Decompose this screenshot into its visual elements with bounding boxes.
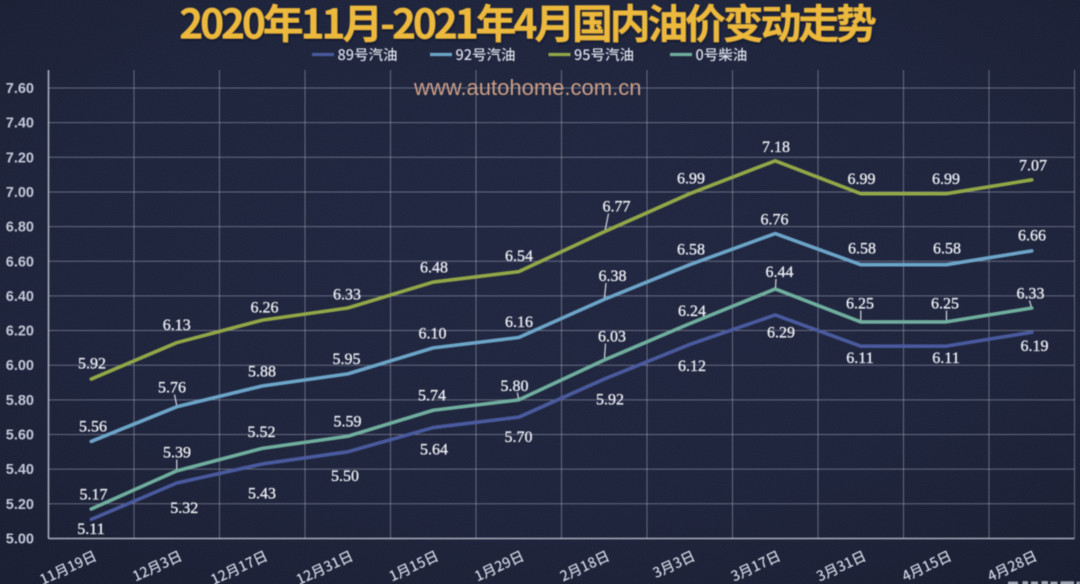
svg-text:6.38: 6.38 (599, 268, 627, 285)
svg-text:5.70: 5.70 (505, 429, 533, 446)
svg-text:6.16: 6.16 (505, 314, 533, 331)
svg-text:6.54: 6.54 (505, 248, 533, 265)
svg-text:5.92: 5.92 (78, 356, 106, 373)
svg-text:6.40: 6.40 (6, 289, 34, 305)
svg-text:6.33: 6.33 (1017, 286, 1045, 303)
svg-text:6.11: 6.11 (846, 350, 873, 367)
svg-text:6.12: 6.12 (678, 358, 706, 375)
svg-text:6.33: 6.33 (333, 287, 361, 304)
svg-text:5.80: 5.80 (6, 393, 34, 409)
svg-text:6.13: 6.13 (163, 317, 191, 334)
svg-text:7.40: 7.40 (6, 116, 34, 132)
svg-text:5.20: 5.20 (6, 497, 34, 513)
svg-text:5.32: 5.32 (170, 500, 198, 517)
svg-text:6.10: 6.10 (419, 326, 447, 343)
svg-text:5.39: 5.39 (163, 445, 191, 462)
svg-text:6.76: 6.76 (761, 212, 789, 229)
svg-text:6.66: 6.66 (1018, 228, 1046, 245)
svg-text:6.03: 6.03 (598, 329, 626, 346)
svg-text:6.58: 6.58 (848, 241, 876, 258)
svg-text:6.48: 6.48 (420, 260, 448, 277)
svg-text:5.17: 5.17 (80, 487, 108, 504)
svg-text:5.50: 5.50 (331, 468, 359, 485)
svg-text:6.24: 6.24 (678, 303, 706, 320)
svg-text:6.00: 6.00 (6, 358, 34, 374)
svg-text:5.00: 5.00 (6, 531, 34, 547)
svg-text:6.29: 6.29 (767, 325, 795, 342)
svg-text:5.76: 5.76 (158, 380, 186, 397)
svg-text:5.11: 5.11 (77, 521, 104, 538)
svg-text:5.80: 5.80 (501, 378, 529, 395)
svg-text:6.11: 6.11 (932, 350, 959, 367)
svg-text:5.43: 5.43 (248, 486, 276, 503)
svg-text:5.88: 5.88 (248, 364, 276, 381)
svg-text:6.58: 6.58 (677, 242, 705, 259)
svg-text:5.56: 5.56 (79, 419, 107, 436)
svg-text:6.25: 6.25 (846, 296, 874, 313)
svg-text:5.64: 5.64 (420, 442, 448, 459)
svg-text:6.80: 6.80 (6, 220, 34, 236)
svg-text:6.77: 6.77 (603, 199, 631, 216)
svg-text:6.99: 6.99 (848, 171, 876, 188)
svg-text:6.99: 6.99 (932, 171, 960, 188)
svg-text:6.26: 6.26 (251, 300, 279, 317)
svg-text:6.19: 6.19 (1021, 338, 1049, 355)
svg-text:7.00: 7.00 (6, 185, 34, 201)
svg-text:6.99: 6.99 (677, 171, 705, 188)
svg-text:6.60: 6.60 (6, 254, 34, 270)
svg-text:7.60: 7.60 (6, 81, 34, 97)
svg-text:6.44: 6.44 (766, 264, 794, 281)
svg-text:5.95: 5.95 (333, 351, 361, 368)
svg-text:5.74: 5.74 (418, 388, 446, 405)
svg-text:5.52: 5.52 (248, 424, 276, 441)
svg-text:6.58: 6.58 (933, 241, 961, 258)
svg-text:6.25: 6.25 (931, 296, 959, 313)
svg-text:7.20: 7.20 (6, 150, 34, 166)
svg-text:5.60: 5.60 (6, 428, 34, 444)
svg-text:www.autohome.com.cn: www.autohome.com.cn (413, 75, 641, 100)
svg-text:6.20: 6.20 (6, 324, 34, 340)
svg-text:7.18: 7.18 (762, 139, 790, 156)
svg-text:5.92: 5.92 (596, 392, 624, 409)
svg-text:7.07: 7.07 (1019, 158, 1047, 175)
svg-text:5.40: 5.40 (6, 462, 34, 478)
svg-text:5.59: 5.59 (334, 414, 362, 431)
